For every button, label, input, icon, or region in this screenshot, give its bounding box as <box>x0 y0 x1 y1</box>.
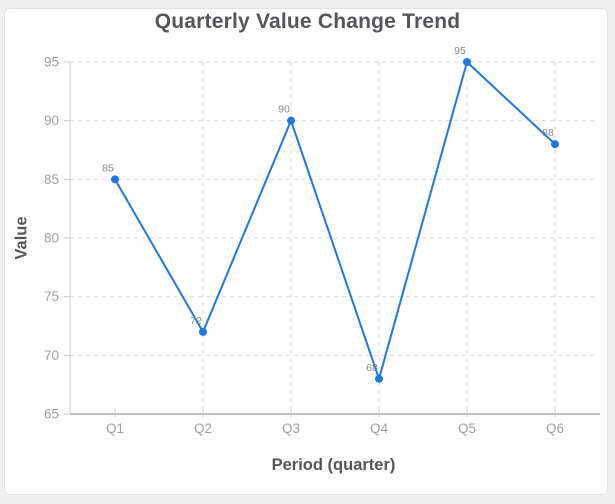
data-label: 72 <box>190 315 202 327</box>
x-tick-label: Q1 <box>106 421 124 436</box>
y-tick-label: 70 <box>44 348 59 363</box>
y-tick-label: 85 <box>44 172 59 187</box>
x-tick-label: Q4 <box>370 421 389 436</box>
data-label: 88 <box>542 127 554 139</box>
data-label: 85 <box>102 162 114 174</box>
y-tick-label: 80 <box>44 231 59 246</box>
data-point-q3[interactable] <box>287 116 295 125</box>
data-label: 68 <box>366 362 378 374</box>
trend-line <box>114 61 556 380</box>
x-tick-label: Q3 <box>282 421 300 436</box>
data-label: 95 <box>454 45 466 57</box>
data-point-q5[interactable] <box>463 58 471 66</box>
data-point-q6[interactable] <box>551 140 559 149</box>
x-axis-title: Period (quarter) <box>271 456 396 474</box>
y-tick-label: 90 <box>44 113 59 128</box>
chart-title: Quarterly Value Change Trend <box>154 10 461 33</box>
y-tick-label: 65 <box>44 407 59 422</box>
data-point-q1[interactable] <box>111 175 119 184</box>
x-tick-label: Q5 <box>458 421 476 436</box>
x-tick-label: Q6 <box>546 421 564 436</box>
x-tick-label: Q2 <box>194 421 212 436</box>
data-point-q4[interactable] <box>375 374 383 383</box>
data-point-q2[interactable] <box>199 327 207 336</box>
data-label: 90 <box>278 104 290 116</box>
y-tick-label: 75 <box>44 289 59 304</box>
y-tick-label: 95 <box>44 55 59 70</box>
